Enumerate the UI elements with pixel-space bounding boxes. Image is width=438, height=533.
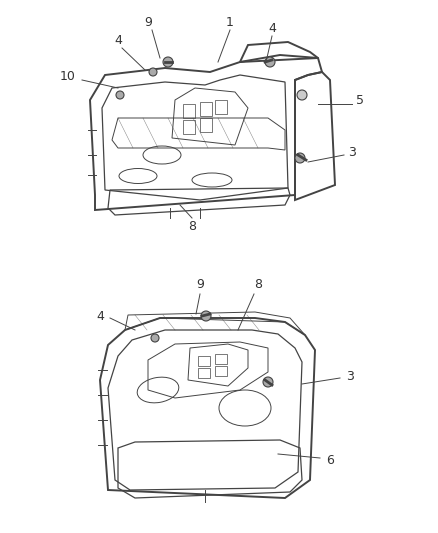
Text: 8: 8 [188,220,196,232]
Text: 4: 4 [114,34,122,46]
Circle shape [151,334,159,342]
Bar [215,366,227,376]
Circle shape [297,90,307,100]
Text: 9: 9 [196,279,204,292]
Text: 1: 1 [226,15,234,28]
Text: 6: 6 [326,454,334,466]
Text: 10: 10 [60,69,76,83]
Circle shape [201,311,211,321]
Circle shape [116,91,124,99]
Bar [200,118,212,132]
Circle shape [265,57,275,67]
Bar [200,102,212,116]
Text: 4: 4 [96,310,104,322]
Text: 4: 4 [268,21,276,35]
Text: 3: 3 [346,369,354,383]
Bar [183,104,195,118]
Bar [198,356,210,366]
Text: 8: 8 [254,279,262,292]
Bar [183,120,195,134]
Text: 3: 3 [348,146,356,158]
Bar [198,368,210,378]
Circle shape [149,68,157,76]
Circle shape [163,57,173,67]
Text: 5: 5 [356,93,364,107]
Circle shape [295,153,305,163]
Text: 9: 9 [144,15,152,28]
Bar [215,100,227,114]
Bar [215,354,227,364]
Circle shape [263,377,273,387]
